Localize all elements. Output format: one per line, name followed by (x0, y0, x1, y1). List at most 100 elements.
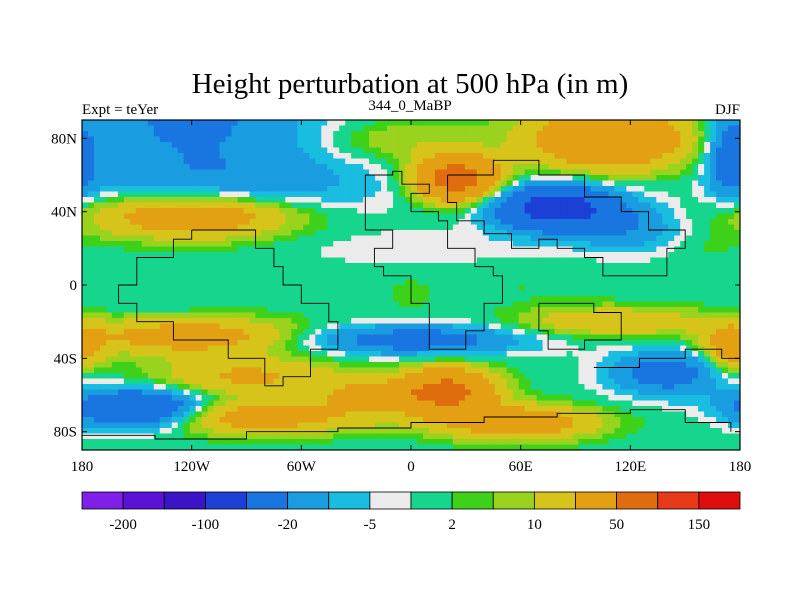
field-cell (273, 197, 280, 204)
field-cell (704, 131, 711, 138)
field-cell (267, 202, 275, 209)
field-cell (632, 356, 639, 363)
field-cell (177, 301, 185, 308)
field-cell (686, 202, 693, 209)
field-cell (734, 290, 740, 297)
field-cell (476, 279, 484, 286)
field-cell (225, 169, 233, 176)
field-cell (512, 186, 520, 193)
field-cell (93, 125, 101, 132)
field-cell (213, 274, 221, 281)
field-cell (458, 301, 466, 308)
field-cell (734, 257, 740, 264)
field-cell (303, 142, 310, 149)
field-cell (434, 312, 442, 319)
field-cell (393, 230, 400, 237)
field-cell (590, 147, 598, 154)
field-cell (255, 290, 263, 297)
field-cell (554, 235, 562, 242)
field-cell (279, 246, 286, 253)
field-cell (147, 147, 155, 154)
field-cell (117, 197, 125, 204)
field-cell (351, 329, 358, 336)
field-cell (231, 219, 239, 226)
field-cell (261, 312, 269, 319)
field-cell (243, 136, 251, 143)
field-cell (189, 301, 197, 308)
field-cell (506, 241, 514, 248)
field-cell (333, 224, 340, 231)
field-cell (339, 224, 346, 231)
field-cell (602, 224, 609, 231)
field-cell (476, 246, 484, 253)
field-cell (99, 345, 107, 352)
field-cell (123, 329, 131, 336)
field-cell (578, 318, 586, 325)
field-cell (249, 164, 257, 171)
field-cell (692, 296, 699, 303)
field-cell (572, 164, 580, 171)
field-cell (297, 202, 304, 209)
field-cell (387, 334, 394, 341)
field-cell (339, 241, 346, 248)
field-cell (620, 164, 627, 171)
field-cell (584, 329, 592, 336)
field-cell (524, 274, 532, 281)
field-cell (494, 362, 502, 369)
field-cell (536, 323, 544, 330)
field-cell (542, 340, 550, 347)
field-cell (650, 180, 657, 187)
field-cell (267, 340, 275, 347)
field-cell (638, 279, 645, 286)
field-cell (225, 301, 233, 308)
field-cell (327, 120, 334, 127)
field-cell (165, 153, 173, 160)
field-cell (554, 307, 562, 314)
field-cell (464, 301, 472, 308)
field-cell (345, 268, 352, 275)
field-cell (399, 356, 406, 363)
field-cell (488, 125, 496, 132)
field-cell (207, 125, 215, 132)
field-cell (285, 147, 292, 154)
field-cell (255, 285, 263, 292)
field-cell (159, 340, 167, 347)
field-cell (680, 147, 687, 154)
field-cell (327, 323, 334, 330)
field-cell (357, 125, 364, 132)
field-cell (728, 246, 735, 253)
field-cell (434, 340, 442, 347)
field-cell (536, 296, 544, 303)
field-cell (369, 362, 376, 369)
field-cell (458, 158, 466, 165)
field-cell (512, 224, 520, 231)
field-cell (554, 356, 562, 363)
field-cell (464, 158, 472, 165)
field-cell (135, 136, 143, 143)
field-cell (698, 120, 705, 127)
field-cell (141, 312, 149, 319)
field-cell (470, 197, 478, 204)
field-cell (416, 263, 424, 270)
field-cell (321, 285, 328, 292)
field-cell (716, 285, 723, 292)
field-cell (165, 120, 173, 127)
field-cell (488, 164, 496, 171)
field-cell (123, 191, 131, 198)
field-cell (536, 219, 544, 226)
field-cell (452, 362, 460, 369)
field-cell (530, 241, 538, 248)
field-cell (219, 125, 227, 132)
field-cell (231, 125, 239, 132)
field-cell (476, 186, 484, 193)
field-cell (369, 268, 376, 275)
field-cell (171, 296, 179, 303)
field-cell (716, 175, 723, 182)
field-cell (608, 164, 615, 171)
field-cell (674, 257, 681, 264)
field-cell (183, 219, 191, 226)
field-cell (171, 202, 179, 209)
field-cell (662, 175, 669, 182)
field-cell (446, 158, 454, 165)
field-cell (674, 191, 681, 198)
